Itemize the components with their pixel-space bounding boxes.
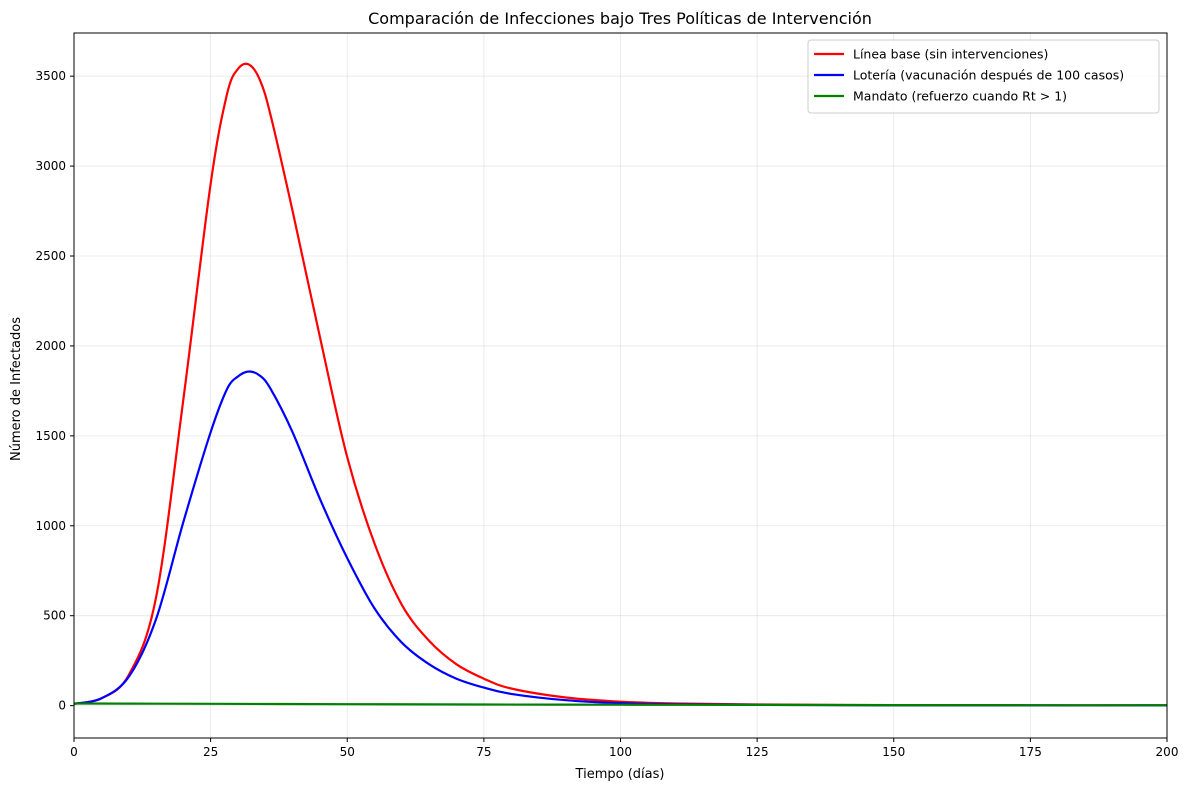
x-tick-label: 125 xyxy=(746,745,769,759)
legend-label: Línea base (sin intervenciones) xyxy=(853,47,1048,62)
y-tick-label: 1500 xyxy=(35,429,66,443)
x-tick-label: 50 xyxy=(340,745,355,759)
y-tick-label: 500 xyxy=(43,609,66,623)
y-axis-label: Número de Infectados xyxy=(9,317,24,461)
y-tick-label: 1000 xyxy=(35,519,66,533)
x-axis-ticks: 0 25 50 75 100 125 150 175 200 xyxy=(70,738,1178,759)
y-tick-label: 3500 xyxy=(35,69,66,83)
x-tick-label: 100 xyxy=(609,745,632,759)
legend-label: Mandato (refuerzo cuando Rt > 1) xyxy=(853,89,1067,104)
y-axis-ticks: 0 500 1000 1500 2000 2500 3000 3500 xyxy=(35,69,74,713)
chart-title: Comparación de Infecciones bajo Tres Pol… xyxy=(368,9,872,28)
legend-label: Lotería (vacunación después de 100 casos… xyxy=(853,68,1124,83)
series-line-3 xyxy=(73,702,1167,707)
series-lines xyxy=(73,62,1168,707)
x-tick-label: 75 xyxy=(476,745,491,759)
x-tick-label: 25 xyxy=(203,745,218,759)
x-axis-label: Tiempo (días) xyxy=(575,767,665,782)
legend-box xyxy=(807,39,1160,114)
legend: Línea base (sin intervenciones) Lotería (… xyxy=(807,39,1160,114)
y-tick-label: 3000 xyxy=(35,159,66,173)
x-tick-label: 150 xyxy=(882,745,905,759)
x-tick-label: 175 xyxy=(1019,745,1042,759)
y-tick-label: 2000 xyxy=(35,339,66,353)
y-tick-label: 0 xyxy=(58,699,66,713)
y-tick-label: 2500 xyxy=(35,249,66,263)
x-tick-label: 0 xyxy=(70,745,78,759)
x-tick-label: 200 xyxy=(1156,745,1179,759)
grid xyxy=(73,33,1168,738)
